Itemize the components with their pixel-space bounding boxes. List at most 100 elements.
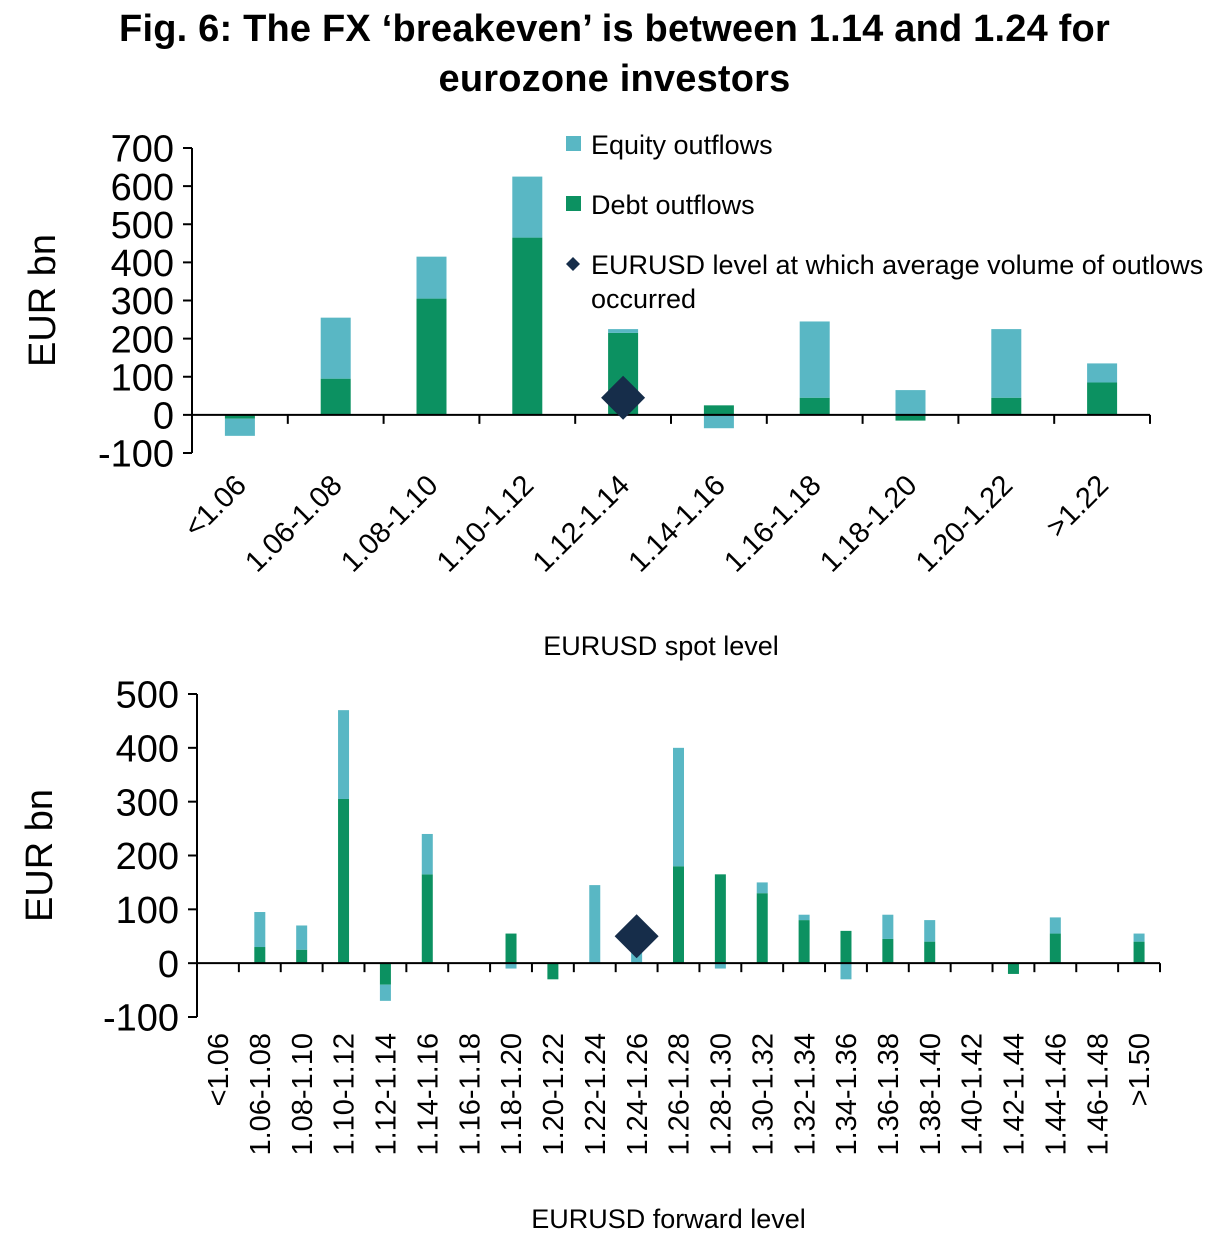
debt-bar	[673, 866, 684, 964]
y-tick-label: 600	[111, 167, 174, 209]
y-tick-label: 300	[111, 281, 174, 323]
x-tick-label: <1.06	[203, 1033, 235, 1106]
x-tick-label: 1.22-1.24	[580, 1033, 612, 1156]
average-level-marker	[614, 914, 659, 959]
debt-bar	[512, 237, 543, 415]
x-tick-label: 1.14-1.16	[412, 1033, 444, 1156]
equity-bar	[799, 321, 830, 398]
y-tick-label: -100	[98, 434, 174, 476]
y-tick-label: 500	[116, 675, 179, 717]
legend-label-marker-line2: occurred	[591, 284, 696, 314]
debt-bar	[882, 938, 894, 964]
equity-bar	[379, 984, 391, 1001]
debt-bar	[840, 930, 852, 964]
x-tick-label: 1.06-1.08	[239, 469, 348, 578]
debt-bar	[416, 298, 447, 415]
debt-bar	[338, 798, 350, 964]
x-tick-label: 1.40-1.42	[957, 1033, 989, 1156]
legend-swatch-debt	[566, 196, 581, 211]
x-axis-title: EURUSD spot level	[543, 631, 779, 661]
x-tick-label: 1.42-1.44	[999, 1033, 1031, 1156]
debt-bar	[799, 397, 830, 415]
y-tick-label: -100	[103, 998, 179, 1040]
legend-label-marker-line1: EURUSD level at which average volume of …	[591, 250, 1203, 280]
x-tick-label: 1.06-1.08	[245, 1033, 277, 1156]
debt-bar	[379, 963, 391, 985]
y-axis-title: EUR bn	[22, 234, 64, 367]
x-tick-label: 1.32-1.34	[789, 1033, 821, 1156]
debt-bar	[1133, 941, 1145, 964]
debt-bar	[421, 874, 433, 964]
x-tick-label: 1.12-1.14	[371, 1033, 403, 1156]
debt-bar	[1087, 382, 1118, 415]
x-tick-label: 1.20-1.22	[910, 469, 1019, 578]
equity-bar	[714, 963, 726, 969]
y-axis-title: EUR bn	[19, 789, 61, 922]
x-tick-label: 1.38-1.40	[915, 1033, 947, 1156]
equity-bar	[1133, 933, 1145, 942]
equity-bar	[1087, 363, 1118, 383]
equity-bar	[703, 414, 734, 429]
y-tick-label: 100	[116, 890, 179, 932]
x-tick-label: 1.14-1.16	[623, 469, 732, 578]
debt-bar	[895, 414, 926, 421]
x-tick-label: 1.12-1.14	[527, 469, 636, 578]
x-tick-label: 1.30-1.32	[747, 1033, 779, 1156]
x-tick-label: 1.26-1.28	[664, 1033, 696, 1156]
x-tick-label: 1.08-1.10	[335, 469, 444, 578]
equity-bar	[673, 747, 684, 867]
y-tick-label: 0	[153, 396, 174, 438]
debt-bar	[798, 920, 810, 964]
title-line-2: eurozone investors	[438, 58, 791, 100]
x-tick-label: 1.20-1.22	[538, 1033, 570, 1156]
x-tick-label: 1.28-1.30	[706, 1033, 738, 1156]
equity-bar	[338, 710, 350, 799]
equity-bar	[512, 176, 543, 238]
debt-bar	[296, 949, 308, 964]
y-tick-label: 700	[111, 129, 174, 171]
legend-label-equity: Equity outflows	[591, 130, 773, 160]
x-tick-label: 1.16-1.18	[718, 469, 827, 578]
equity-bar	[756, 882, 768, 894]
x-tick-label: 1.10-1.12	[329, 1033, 361, 1156]
x-tick-label: 1.16-1.18	[454, 1033, 486, 1156]
x-tick-label: 1.10-1.12	[431, 469, 540, 578]
x-tick-label: >1.22	[1041, 469, 1116, 544]
title-line-1: Fig. 6: The FX ‘breakeven’ is between 1.…	[119, 8, 1110, 50]
x-tick-label: 1.18-1.20	[496, 1033, 528, 1156]
y-tick-label: 400	[116, 729, 179, 771]
figure-title: Fig. 6: The FX ‘breakeven’ is between 1.…	[0, 4, 1229, 104]
debt-bar	[756, 893, 768, 964]
x-tick-label: 1.18-1.20	[814, 469, 923, 578]
y-tick-label: 400	[111, 243, 174, 285]
equity-bar	[798, 914, 810, 921]
legend-swatch-equity	[566, 136, 581, 151]
forward-level-chart: -100 0 100 200 300 400 500 EUR bn <1.06 1.06-1.08…	[19, 675, 1161, 1234]
x-tick-label: 1.44-1.46	[1040, 1033, 1072, 1156]
equity-bar	[421, 833, 433, 875]
y-tick-label: 0	[158, 944, 179, 986]
debt-bar	[320, 378, 351, 415]
equity-bar	[840, 963, 852, 980]
y-tick-label: 200	[116, 836, 179, 878]
x-tick-label: 1.46-1.48	[1082, 1033, 1114, 1156]
x-tick-label: <1.06	[178, 469, 253, 544]
x-tick-label: >1.50	[1124, 1033, 1156, 1106]
x-tick-label: 1.36-1.38	[873, 1033, 905, 1156]
equity-bar	[589, 885, 601, 964]
y-tick-label: 200	[111, 319, 174, 361]
debt-bar	[703, 405, 734, 415]
equity-bar	[1049, 917, 1061, 934]
average-level-marker	[601, 375, 646, 420]
x-tick-label: 1.08-1.10	[287, 1033, 319, 1156]
debt-bar	[547, 963, 559, 980]
debt-bar	[254, 947, 266, 964]
y-tick-label: 300	[116, 782, 179, 824]
x-tick-label: 1.34-1.36	[831, 1033, 863, 1156]
legend: Equity outflows Debt outflows EURUSD level…	[566, 130, 1203, 314]
debt-bar	[714, 874, 726, 964]
equity-bar	[320, 317, 351, 379]
equity-bar	[254, 912, 266, 948]
debt-bar	[224, 414, 255, 419]
